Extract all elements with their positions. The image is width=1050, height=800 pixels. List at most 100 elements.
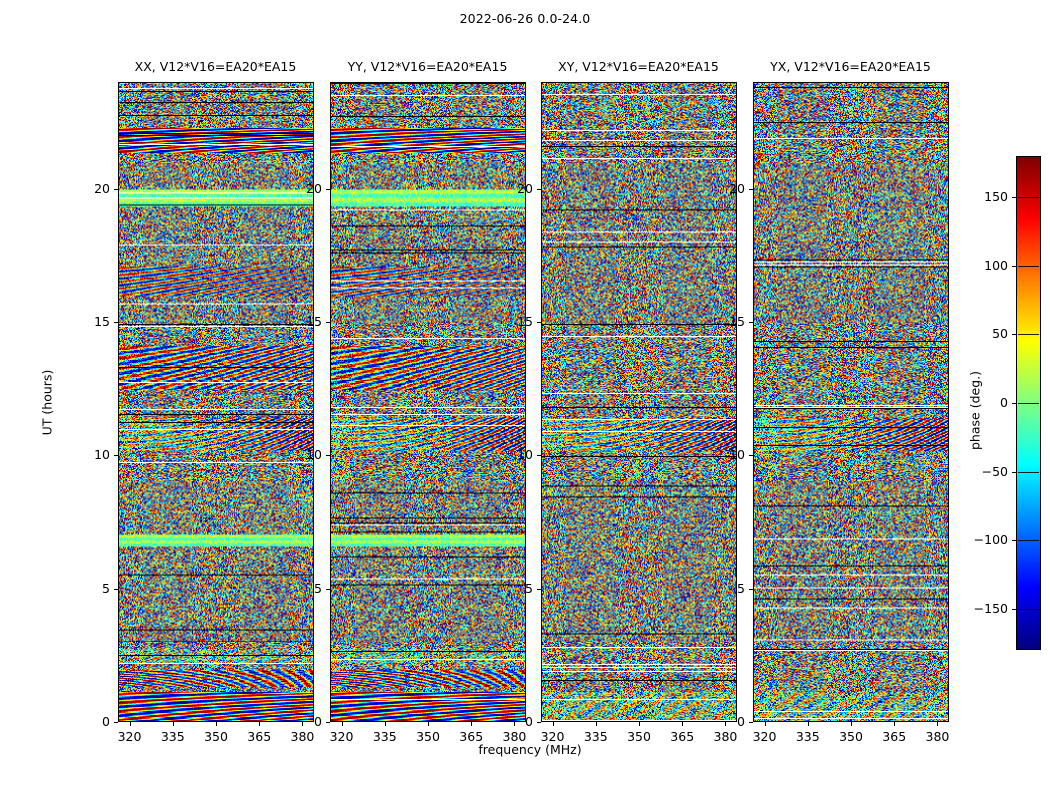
x-tick-label: 365	[247, 729, 272, 744]
y-tickmark	[114, 589, 118, 590]
y-tick-label: 0	[525, 714, 533, 729]
y-tick-label: 0	[737, 714, 745, 729]
x-tick-label: 335	[160, 729, 185, 744]
y-tickmark	[749, 189, 753, 190]
x-tickmark	[937, 722, 938, 726]
x-tickmark	[385, 722, 386, 726]
y-axis-label: UT (hours)	[39, 369, 55, 436]
y-tick-label: 10	[306, 447, 322, 463]
x-tickmark	[259, 722, 260, 726]
y-tickmark	[537, 455, 541, 456]
x-tick-label: 335	[795, 729, 820, 744]
y-tickmark	[326, 722, 330, 723]
phase-waterfall-xy[interactable]	[541, 82, 737, 722]
x-tickmark	[302, 722, 303, 726]
x-tickmark	[216, 722, 217, 726]
phase-waterfall-yy[interactable]	[330, 82, 526, 722]
y-tickmark	[537, 589, 541, 590]
y-tick-label: 0	[102, 714, 110, 729]
x-tickmark	[851, 722, 852, 726]
x-tickmark	[173, 722, 174, 726]
x-tickmark	[471, 722, 472, 726]
y-tick-label: 5	[102, 580, 110, 596]
x-tickmark	[682, 722, 683, 726]
colorbar-tick-label: 50	[992, 326, 1008, 342]
colorbar-tick-label: −100	[973, 532, 1008, 548]
panel-title-xy: XY, V12*V16=EA20*EA15	[558, 59, 719, 74]
y-tick-label: 20	[729, 180, 745, 196]
x-tick-label: 380	[290, 729, 315, 744]
x-tick-label: 380	[502, 729, 527, 744]
panel-title-yy: YY, V12*V16=EA20*EA15	[347, 59, 508, 74]
x-tick-label: 320	[540, 729, 565, 744]
y-tick-label: 20	[306, 180, 322, 196]
y-tick-label: 15	[94, 314, 110, 329]
x-tickmark	[514, 722, 515, 726]
x-tick-label: 365	[459, 729, 484, 744]
colorbar-tick-label: 0	[1000, 395, 1008, 410]
x-tick-label: 365	[670, 729, 695, 744]
y-tick-label: 5	[737, 580, 745, 596]
y-tick-label: 15	[517, 314, 533, 329]
panel-title-yx: YX, V12*V16=EA20*EA15	[770, 59, 931, 74]
y-tickmark	[114, 455, 118, 456]
colorbar-tickmark	[1012, 266, 1016, 267]
colorbar-tick-label: −150	[973, 600, 1008, 616]
y-tick-label: 0	[314, 714, 322, 729]
x-tick-label: 335	[372, 729, 397, 744]
colorbar-tickmark	[1012, 403, 1016, 404]
colorbar-tick-label: 100	[984, 257, 1008, 273]
y-tickmark	[326, 322, 330, 323]
colorbar-tickmark	[1012, 540, 1016, 541]
x-tick-label: 320	[117, 729, 142, 744]
y-tickmark	[749, 322, 753, 323]
x-tickmark	[808, 722, 809, 726]
phase-image-xx	[119, 83, 313, 721]
colorbar-tickmark	[1012, 472, 1016, 473]
figure-suptitle: 2022-06-26 0.0-24.0	[459, 11, 591, 26]
y-tick-label: 10	[517, 447, 533, 463]
x-tick-label: 320	[752, 729, 777, 744]
colorbar-tickmark-inner	[1018, 540, 1039, 541]
x-tickmark	[639, 722, 640, 726]
y-tickmark	[326, 589, 330, 590]
y-tick-label: 20	[517, 180, 533, 196]
x-tickmark	[130, 722, 131, 726]
colorbar-label: phase (deg.)	[967, 371, 983, 450]
x-tickmark	[894, 722, 895, 726]
y-tickmark	[326, 455, 330, 456]
x-axis-label: frequency (MHz)	[478, 742, 582, 757]
y-tickmark	[749, 455, 753, 456]
x-tickmark	[553, 722, 554, 726]
y-tick-label: 15	[729, 314, 745, 329]
y-tickmark	[749, 722, 753, 723]
y-tickmark	[537, 322, 541, 323]
colorbar-tickmark	[1012, 609, 1016, 610]
y-tickmark	[537, 189, 541, 190]
y-tickmark	[114, 322, 118, 323]
x-tick-label: 365	[882, 729, 907, 744]
colorbar-tickmark-inner	[1018, 266, 1039, 267]
phase-waterfall-yx[interactable]	[753, 82, 949, 722]
x-tickmark	[596, 722, 597, 726]
colorbar-tickmark-inner	[1018, 334, 1039, 335]
colorbar-tickmark-inner	[1018, 403, 1039, 404]
phase-waterfall-xx[interactable]	[118, 82, 314, 722]
y-tickmark	[537, 722, 541, 723]
x-tick-label: 350	[627, 729, 651, 744]
y-tick-label: 15	[306, 314, 322, 329]
y-tick-label: 5	[314, 580, 322, 596]
panel-title-xx: XX, V12*V16=EA20*EA15	[134, 59, 297, 74]
colorbar-tickmark	[1012, 334, 1016, 335]
y-tickmark	[114, 722, 118, 723]
x-tickmark	[725, 722, 726, 726]
x-tickmark	[342, 722, 343, 726]
phase-image-yx	[754, 83, 948, 721]
y-tick-label: 20	[94, 180, 110, 196]
x-tick-label: 350	[839, 729, 863, 744]
colorbar-tickmark-inner	[1018, 197, 1039, 198]
x-tick-label: 380	[713, 729, 738, 744]
phase-image-xy	[542, 83, 736, 721]
colorbar-tickmark-inner	[1018, 609, 1039, 610]
